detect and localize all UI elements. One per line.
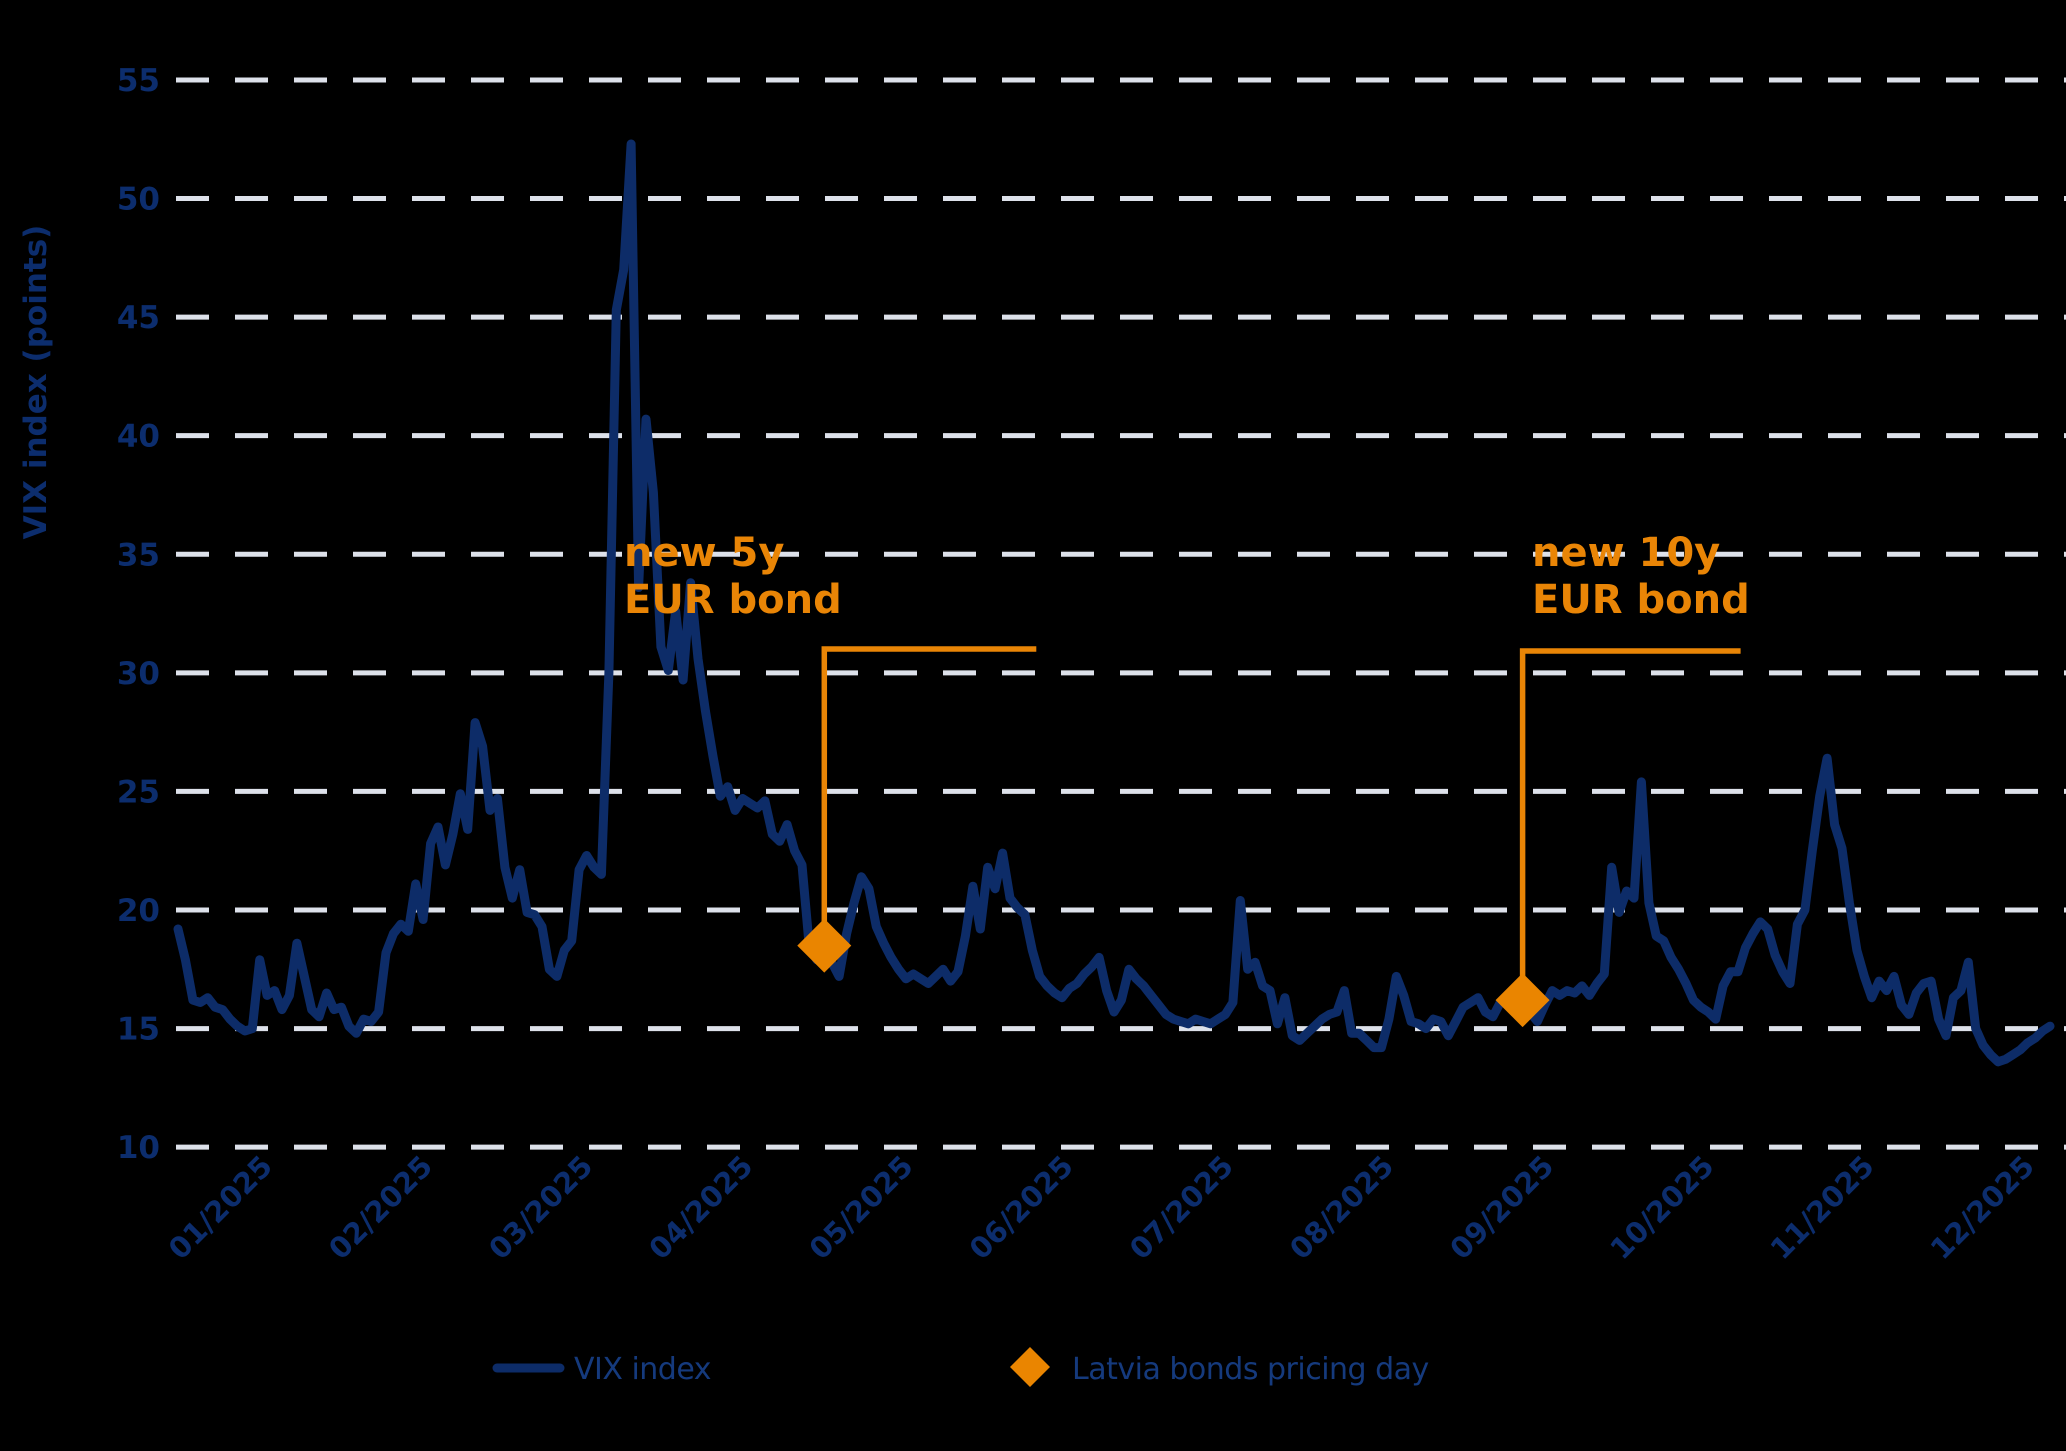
diamond-pricing-day-5y	[797, 918, 852, 973]
x-tick-09: 09/2025	[1443, 1149, 1560, 1266]
x-axis-tick-labels: 01/2025 02/2025 03/2025 04/2025 05/2025 06/20…	[162, 1149, 2041, 1266]
vix-series-line	[173, 139, 2055, 1067]
vix-line	[173, 139, 2055, 1067]
x-tick-01: 01/2025	[162, 1149, 279, 1266]
legend: VIX index Latvia bonds pricing day	[492, 1347, 1429, 1387]
annotation-new-10y-eur-bond: new 10y EUR bond	[1532, 530, 1750, 623]
legend-pricing-label: Latvia bonds pricing day	[1072, 1352, 1429, 1387]
x-tick-02: 02/2025	[322, 1149, 439, 1266]
legend-diamond-swatch	[1010, 1347, 1050, 1387]
y-tick-35: 35	[117, 537, 160, 573]
x-tick-03: 03/2025	[482, 1149, 599, 1266]
annotation-brackets	[821, 646, 1741, 977]
x-tick-10: 10/2025	[1603, 1149, 1720, 1266]
legend-vix-label: VIX index	[574, 1352, 711, 1387]
x-tick-07: 07/2025	[1123, 1149, 1240, 1266]
y-tick-30: 30	[117, 656, 160, 692]
x-tick-12: 12/2025	[1924, 1149, 2041, 1266]
x-tick-11: 11/2025	[1764, 1149, 1881, 1266]
annotation-5y-line1: new 5y	[624, 530, 784, 576]
y-tick-15: 15	[117, 1012, 160, 1048]
y-tick-50: 50	[117, 182, 160, 218]
annotation-10y-line1: new 10y	[1532, 530, 1720, 576]
y-tick-45: 45	[117, 300, 160, 336]
x-tick-05: 05/2025	[803, 1149, 920, 1266]
y-tick-25: 25	[117, 774, 160, 810]
diamond-pricing-day-10y	[1495, 973, 1550, 1028]
y-tick-55: 55	[117, 63, 160, 99]
pricing-day-diamonds	[797, 918, 1550, 1028]
y-tick-40: 40	[117, 419, 160, 455]
annotation-new-5y-eur-bond: new 5y EUR bond	[624, 530, 842, 623]
annotation-5y-line2: EUR bond	[624, 577, 842, 623]
x-tick-06: 06/2025	[963, 1149, 1080, 1266]
y-axis-title: VIX index (points)	[18, 225, 54, 540]
y-tick-10: 10	[117, 1130, 160, 1166]
x-tick-08: 08/2025	[1283, 1149, 1400, 1266]
annotation-10y-line2: EUR bond	[1532, 577, 1750, 623]
y-axis-tick-labels: 55 50 45 40 35 30 25 20 15 10	[117, 63, 160, 1166]
callout-line-pricing-day-5y	[821, 646, 1037, 922]
callout-line-pricing-day-10y	[1519, 648, 1741, 977]
y-tick-20: 20	[117, 893, 160, 929]
x-tick-04: 04/2025	[642, 1149, 759, 1266]
